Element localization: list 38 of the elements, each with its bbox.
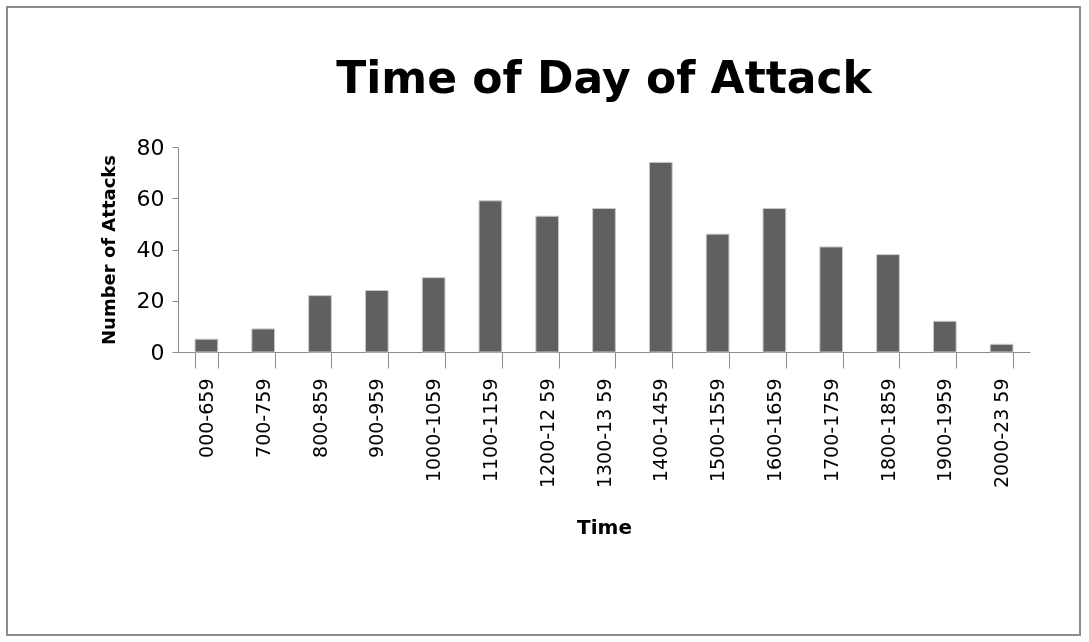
bar [648, 161, 673, 353]
x-tick-label: 1400-1459 [649, 378, 672, 483]
x-tick-label: 1200-12 59 [535, 378, 558, 489]
y-tick-label: 80 [136, 134, 165, 160]
x-tick-label: 000-659 [194, 378, 217, 458]
bar [592, 208, 616, 353]
bar [421, 277, 446, 353]
bar [932, 320, 957, 353]
x-tick-label: 700-759 [251, 378, 274, 458]
x-tick-label: 1300-13 59 [592, 378, 615, 489]
bar [876, 254, 900, 353]
x-tick-label: 1900-1959 [933, 378, 956, 483]
x-tick-label: 800-859 [308, 378, 331, 458]
bar [762, 208, 787, 353]
x-axis-title: Time [577, 515, 632, 540]
y-tick-label: 0 [150, 339, 165, 365]
chart-title: Time of Day of Attack [336, 52, 874, 103]
bar [194, 338, 219, 353]
bar [251, 328, 276, 353]
bar [364, 290, 389, 353]
y-axis-title: Number of Attacks [97, 155, 119, 345]
x-tick-label: 2000-23 59 [990, 378, 1013, 489]
bar [989, 343, 1014, 353]
bar [308, 295, 332, 353]
bar [819, 246, 844, 353]
x-tick-label: 1100-1159 [478, 378, 501, 483]
y-tick-label: 40 [136, 237, 165, 262]
x-tick-label: 1500-1559 [706, 378, 729, 483]
x-tick-label: 900-959 [365, 378, 388, 458]
bar [535, 215, 560, 353]
y-tick-label: 60 [136, 185, 165, 211]
x-tick-label: 1600-1659 [762, 378, 785, 483]
y-tick-label: 20 [136, 288, 165, 314]
bar [478, 200, 503, 353]
bar [705, 233, 730, 353]
x-tick-label: 1700-1759 [819, 378, 842, 483]
x-tick-label: 1800-1859 [876, 378, 899, 483]
x-tick-label: 1000-1059 [422, 378, 445, 483]
